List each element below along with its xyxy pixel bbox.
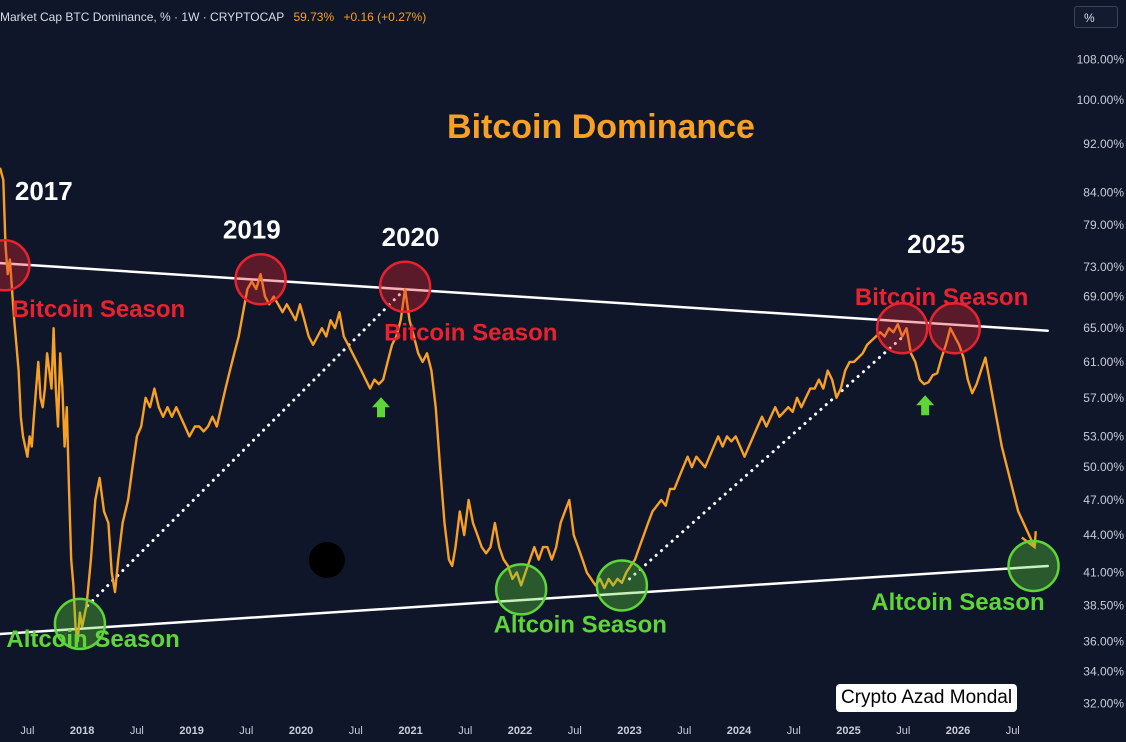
x-tick-1: 2018 bbox=[70, 725, 94, 737]
annotation-arrows bbox=[372, 395, 935, 418]
x-tick-8: Jul bbox=[458, 725, 472, 737]
year-label-3: 2025 bbox=[907, 229, 965, 259]
y-tick-16: 36.00% bbox=[1083, 634, 1124, 648]
percent-scale-button[interactable]: % bbox=[1074, 6, 1118, 28]
y-tick-5: 73.00% bbox=[1083, 260, 1124, 274]
up-arrow-icon-1 bbox=[916, 395, 935, 416]
year-label-0: 2017 bbox=[15, 176, 73, 206]
x-tick-2: Jul bbox=[130, 725, 144, 737]
series-line-0 bbox=[0, 167, 1036, 643]
season-label-9: Altcoin Season bbox=[871, 589, 1044, 616]
y-tick-6: 69.00% bbox=[1083, 290, 1124, 304]
x-tick-17: 2026 bbox=[946, 725, 970, 737]
altcoin-season-circle-8 bbox=[1007, 539, 1060, 593]
projection-arrowhead bbox=[1021, 531, 1037, 550]
x-tick-18: Jul bbox=[1006, 725, 1020, 737]
last-value: 59.73% bbox=[293, 10, 335, 24]
x-tick-5: 2020 bbox=[289, 725, 313, 737]
bitcoin-season-circle-1 bbox=[234, 252, 287, 306]
x-tick-16: Jul bbox=[896, 725, 910, 737]
x-tick-0: Jul bbox=[20, 725, 34, 737]
y-tick-13: 44.00% bbox=[1083, 528, 1124, 542]
x-tick-12: Jul bbox=[677, 725, 691, 737]
y-tick-12: 47.00% bbox=[1083, 493, 1124, 507]
y-tick-2: 92.00% bbox=[1083, 137, 1124, 151]
change-value: +0.16 (+0.27%) bbox=[343, 10, 427, 24]
bitcoin-season-circle-2 bbox=[378, 260, 432, 313]
x-tick-7: 2021 bbox=[398, 725, 422, 737]
x-tick-3: 2019 bbox=[179, 725, 203, 737]
trendline-0 bbox=[0, 261, 1050, 332]
year-label-1: 2019 bbox=[223, 214, 281, 244]
cursor-dot bbox=[309, 542, 345, 578]
y-tick-15: 38.50% bbox=[1083, 599, 1124, 613]
y-tick-4: 79.00% bbox=[1083, 218, 1124, 232]
y-tick-10: 53.00% bbox=[1083, 429, 1124, 443]
altcoin-season-circle-7 bbox=[595, 559, 649, 612]
altcoin-season-circle-6 bbox=[494, 563, 548, 616]
annotation-labels: 2017 2019 2020 2025 Bitcoin Season Bitcoin Se… bbox=[6, 176, 1044, 653]
y-tick-0: 108.00% bbox=[1077, 52, 1125, 66]
x-tick-6: Jul bbox=[349, 725, 363, 737]
trendlines bbox=[0, 261, 1050, 636]
x-tick-10: Jul bbox=[568, 725, 582, 737]
x-tick-13: 2024 bbox=[727, 725, 752, 737]
bitcoin-season-circle-3 bbox=[875, 301, 929, 355]
y-tick-1: 100.00% bbox=[1077, 93, 1125, 107]
bitcoin-season-circle-4 bbox=[928, 301, 981, 355]
y-tick-11: 50.00% bbox=[1083, 460, 1124, 474]
bitcoin-season-circle-0 bbox=[0, 239, 31, 292]
season-label-6: Bitcoin Season bbox=[855, 284, 1028, 311]
chart-title: Bitcoin Dominance bbox=[447, 108, 755, 146]
y-tick-7: 65.00% bbox=[1083, 321, 1124, 335]
x-axis[interactable]: Jul 2018 Jul 2019 Jul 2020 Jul 2021 Jul 2022 Jul 20… bbox=[20, 725, 1019, 737]
x-tick-11: 2023 bbox=[617, 725, 641, 737]
x-tick-14: Jul bbox=[787, 725, 801, 737]
watermark-credit: Crypto Azad Mondal bbox=[836, 684, 1018, 712]
y-axis[interactable]: 108.00% 100.00% 92.00% 84.00% 79.00% 73.00% 69… bbox=[1077, 52, 1125, 710]
up-arrow-icon-0 bbox=[372, 397, 391, 418]
y-tick-17: 34.00% bbox=[1083, 665, 1124, 679]
altcoin-season-circle-5 bbox=[53, 597, 107, 651]
x-tick-9: 2022 bbox=[508, 725, 532, 737]
trendline-3 bbox=[628, 334, 905, 581]
series-layer bbox=[0, 167, 1037, 643]
y-tick-14: 41.00% bbox=[1083, 565, 1124, 579]
y-tick-9: 57.00% bbox=[1083, 391, 1124, 405]
y-tick-18: 32.00% bbox=[1083, 697, 1124, 711]
season-label-4: Bitcoin Season bbox=[12, 296, 185, 323]
y-tick-3: 84.00% bbox=[1083, 185, 1124, 199]
season-label-8: Altcoin Season bbox=[494, 612, 667, 639]
symbol-name[interactable]: Market Cap BTC Dominance, % · 1W · CRYPT… bbox=[0, 10, 285, 24]
trendline-1 bbox=[0, 564, 1050, 636]
symbol-header: Market Cap BTC Dominance, % · 1W · CRYPT… bbox=[0, 10, 426, 24]
season-label-5: Bitcoin Season bbox=[384, 320, 557, 347]
x-tick-15: 2025 bbox=[836, 725, 860, 737]
season-label-7: Altcoin Season bbox=[6, 626, 179, 653]
x-tick-4: Jul bbox=[239, 725, 253, 737]
season-circles bbox=[0, 239, 1060, 651]
y-tick-8: 61.00% bbox=[1083, 355, 1124, 369]
year-label-2: 2020 bbox=[382, 222, 440, 252]
